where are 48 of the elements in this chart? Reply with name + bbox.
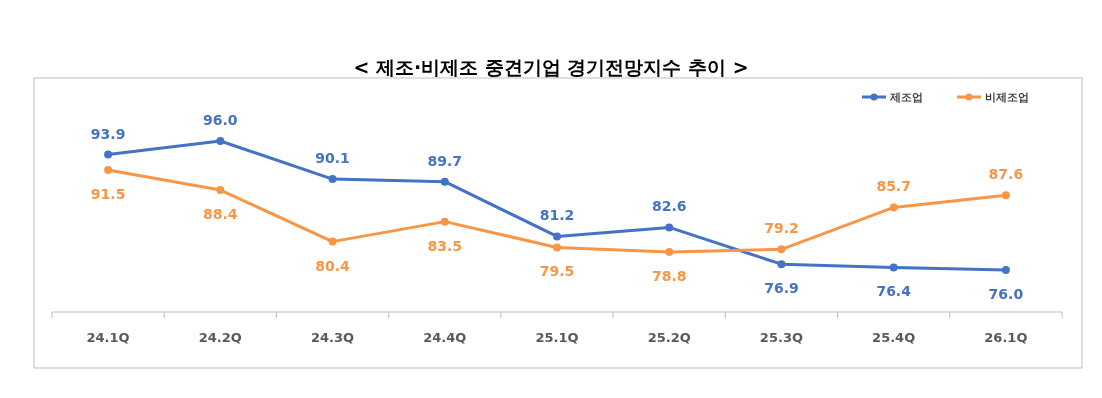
- point: [104, 166, 113, 175]
- data-label: 81.2: [539, 207, 575, 224]
- data-label: 82.6: [651, 198, 687, 215]
- data-label: 78.8: [651, 267, 687, 284]
- data-label: 88.4: [203, 206, 238, 223]
- data-label: 76.0: [988, 286, 1024, 302]
- data-label: 85.7: [876, 178, 911, 195]
- data-label: 91.5: [90, 186, 126, 203]
- data-label: 89.7: [427, 152, 463, 169]
- data-label: 93.9: [90, 125, 126, 142]
- x-tick-label: 26.1Q: [984, 330, 1028, 345]
- data-label: 87.6: [988, 166, 1024, 183]
- x-tick-label: 25.1Q: [535, 330, 579, 345]
- data-label: 90.1: [315, 150, 350, 167]
- point: [1001, 191, 1010, 200]
- point: [328, 175, 337, 184]
- point: [665, 247, 674, 256]
- x-tick-label: 24.3Q: [310, 330, 355, 345]
- point: [440, 217, 449, 226]
- x-tick-label: 24.1Q: [86, 330, 130, 345]
- point: [104, 150, 113, 159]
- data-label: 76.4: [876, 283, 912, 300]
- point: [216, 137, 225, 145]
- point: [440, 177, 449, 186]
- point: [665, 223, 674, 232]
- data-label: 96.0: [203, 112, 238, 128]
- point: [889, 263, 898, 272]
- x-tick-label: 24.2Q: [198, 330, 242, 345]
- point: [777, 260, 786, 269]
- data-label: 83.5: [427, 237, 463, 254]
- point: [889, 203, 898, 212]
- x-tick-label: 25.3Q: [759, 330, 804, 345]
- x-tick-label: 25.4Q: [872, 330, 916, 345]
- point: [1001, 266, 1010, 274]
- data-label: 76.9: [764, 280, 799, 297]
- data-label: 79.2: [764, 220, 799, 237]
- point: [777, 245, 786, 254]
- point: [553, 232, 561, 241]
- point: [328, 237, 337, 246]
- legend-label: 제조업: [889, 91, 923, 104]
- point: [216, 186, 225, 195]
- data-label: 80.4: [315, 257, 351, 274]
- x-tick-label: 24.4Q: [423, 330, 467, 345]
- data-label: 79.5: [539, 263, 575, 280]
- point: [553, 243, 561, 252]
- x-tick-label: 25.2Q: [647, 330, 691, 345]
- legend-label: 비제조업: [985, 91, 1029, 104]
- chart-title: < 제조·비제조 중견기업 경기전망지수 추이 >: [353, 56, 749, 78]
